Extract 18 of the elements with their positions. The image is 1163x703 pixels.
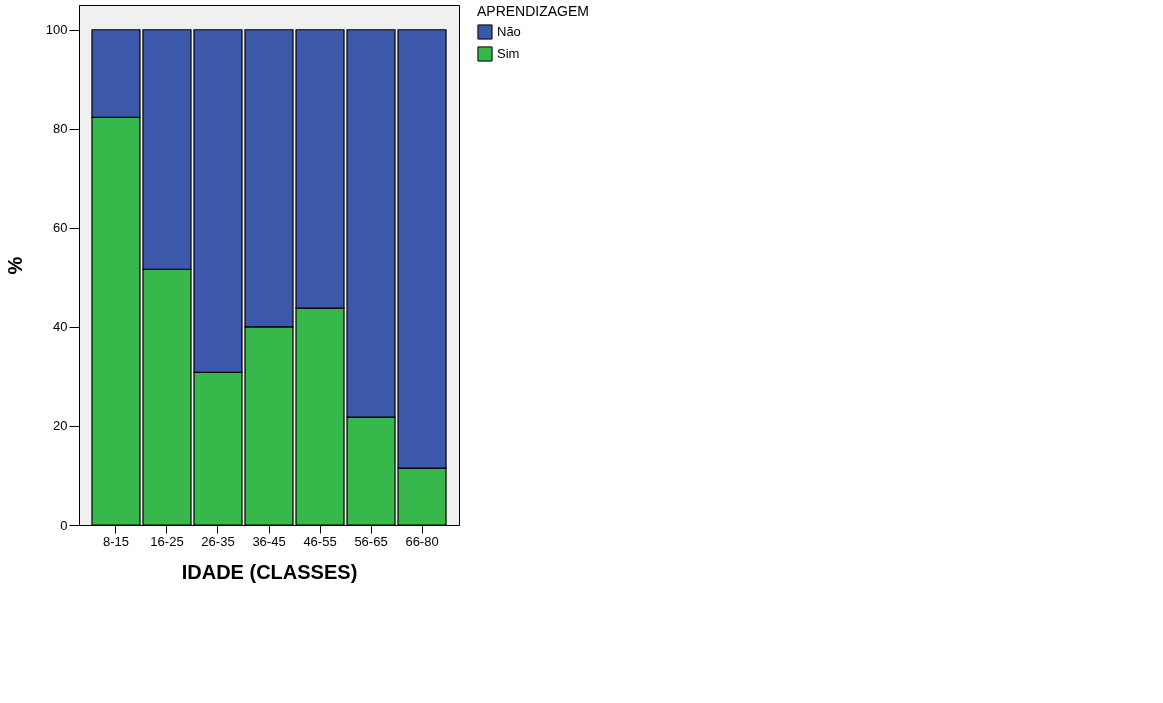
y-axis-title: %	[3, 256, 26, 275]
legend-label: Sim	[497, 46, 520, 61]
legend-title: APRENDIZAGEM	[477, 3, 590, 19]
y-tick-label: 100	[45, 22, 68, 38]
legend-label: Não	[497, 24, 521, 39]
y-tick-label: 60	[53, 220, 68, 236]
x-tick-label: 66-80	[405, 533, 439, 549]
x-tick-label: 16-25	[150, 533, 184, 549]
y-tick-label: 20	[53, 418, 68, 434]
x-tick-label: 8-15	[102, 533, 129, 549]
x-tick-label: 46-55	[303, 533, 337, 549]
y-tick-label: 80	[53, 121, 68, 137]
y-tick-label: 0	[60, 517, 68, 533]
y-tick-label: 40	[53, 319, 68, 335]
x-tick-label: 26-35	[201, 533, 235, 549]
x-tick-label: 36-45	[252, 533, 286, 549]
x-tick-label: 56-65	[354, 533, 388, 549]
x-axis-title: IDADE (CLASSES)	[181, 560, 358, 583]
